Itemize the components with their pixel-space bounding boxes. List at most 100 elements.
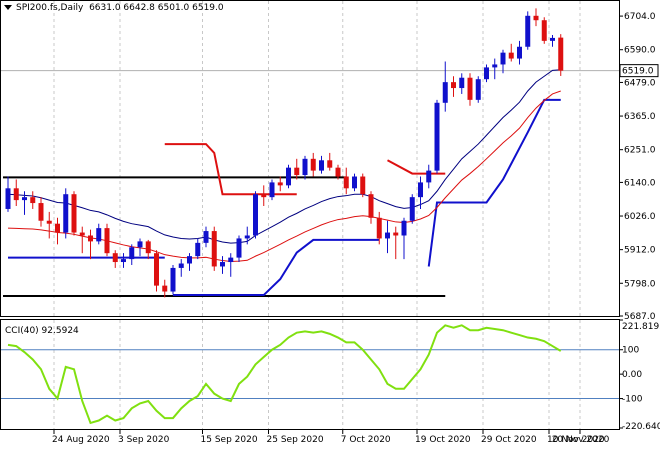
cci-tick-label: 221.8193	[622, 322, 660, 332]
candle-body	[46, 220, 52, 224]
candle-body	[467, 77, 473, 100]
date-tick-label: 10 Nov 2020	[547, 435, 605, 445]
candle-body	[517, 46, 522, 59]
cci-tick-label: 0.00	[622, 370, 642, 380]
candle-body	[418, 182, 423, 198]
candle-body	[525, 15, 531, 47]
candle-body	[459, 77, 465, 89]
stop-lines	[8, 98, 561, 297]
candle-body	[253, 194, 258, 236]
candle-body	[409, 197, 415, 221]
ohlc-label: 6631.0 6642.8 6501.0 6519.0	[89, 3, 224, 13]
candle-body	[500, 52, 506, 65]
candle-body	[343, 176, 349, 189]
cci-header: CCI(40) 92.5924	[5, 326, 79, 336]
price-tick-label: 6140.0	[624, 178, 656, 188]
candle-body	[129, 247, 135, 260]
candle-body	[368, 194, 374, 218]
candle-body	[71, 194, 77, 233]
stop-line-red	[387, 159, 446, 175]
candle-body	[310, 158, 316, 171]
candle-body	[484, 67, 489, 80]
candle-body	[5, 188, 11, 209]
candle-body	[211, 231, 217, 267]
candle-body	[277, 182, 283, 186]
candle-body	[96, 228, 102, 242]
candle-body	[385, 232, 390, 239]
candle-body	[426, 170, 432, 183]
candle-body	[319, 160, 324, 171]
candle-body	[269, 182, 275, 198]
candle-body	[541, 20, 547, 41]
cci-panel-frame	[0, 319, 620, 430]
price-axis: 6704.0 6590.0 6479.0 6365.0 6251.0 6140.0 6026…	[619, 12, 659, 322]
cci-tick-label: 100	[622, 346, 639, 356]
date-tick-label: 7 Oct 2020	[341, 435, 391, 445]
candle-body	[401, 220, 407, 236]
candle-body	[79, 232, 85, 236]
candle-body	[376, 217, 382, 239]
candle-body	[294, 167, 300, 176]
candle-body	[195, 242, 201, 257]
price-tick-label: 5687.0	[624, 312, 656, 322]
price-tick-label: 5912.0	[624, 246, 656, 256]
current-price-box	[619, 64, 659, 78]
candle-body	[451, 82, 456, 89]
candle-body	[13, 188, 19, 201]
date-tick-label: 24 Aug 2020	[52, 435, 110, 445]
price-tick-label: 6590.0	[624, 46, 656, 56]
chart-header: SPI200.fs,Daily 6631.0 6642.8 6501.0 651…	[4, 3, 224, 13]
collapse-triangle-icon[interactable]	[4, 5, 12, 10]
candle-body	[302, 158, 308, 176]
candle-body	[145, 241, 151, 254]
candle-body	[475, 79, 481, 100]
cci-series-line	[7, 324, 562, 425]
candle-body	[352, 176, 357, 189]
date-tick-label: 25 Sep 2020	[267, 435, 324, 445]
candle-body	[335, 167, 341, 177]
candle-body	[187, 256, 192, 264]
candle-body	[236, 238, 242, 258]
candle-body	[244, 235, 250, 239]
date-axis: 24 Aug 2020 3 Sep 2020 15 Sep 2020 25 Sep 2…	[52, 429, 610, 445]
price-tick-label: 5798.0	[624, 279, 656, 289]
date-tick-label: 15 Sep 2020	[201, 435, 258, 445]
cci-tick-label: -220.640	[622, 422, 660, 432]
candles	[5, 8, 564, 298]
candle-body	[434, 102, 440, 171]
candle-body	[112, 253, 118, 263]
grid-lines	[1, 1, 619, 429]
candle-body	[30, 197, 36, 204]
candle-body	[550, 37, 555, 41]
candle-body	[63, 194, 69, 233]
date-tick-label: 20 Nov 2020	[552, 435, 610, 445]
ema-fast-line	[7, 69, 561, 244]
candle-body	[360, 176, 366, 195]
cci-line	[7, 324, 562, 425]
candle-body	[327, 160, 333, 168]
price-tick-label: 6365.0	[624, 112, 656, 122]
candle-body	[178, 263, 184, 268]
cci-axis: 221.8193 100 0.00 -100 -220.640	[619, 319, 660, 432]
price-tick-label: 6026.0	[624, 212, 656, 222]
date-tick-label: 3 Sep 2020	[118, 435, 170, 445]
stop-line-blue	[173, 238, 380, 297]
candle-body	[162, 285, 168, 292]
candle-body	[22, 197, 27, 201]
candle-body	[228, 257, 234, 263]
candle-body	[558, 37, 564, 71]
candle-body	[137, 241, 143, 248]
price-tick-label: 6479.0	[624, 78, 656, 88]
candle-body	[261, 194, 267, 198]
candle-body	[104, 228, 110, 254]
candle-body	[203, 231, 209, 243]
price-panel-frame	[0, 0, 620, 317]
cci-tick-label: -100	[622, 395, 643, 405]
candle-body	[533, 15, 539, 21]
price-tick-label: 6251.0	[624, 146, 656, 156]
candle-body	[442, 82, 448, 103]
candle-body	[286, 167, 291, 186]
candle-body	[38, 203, 44, 221]
